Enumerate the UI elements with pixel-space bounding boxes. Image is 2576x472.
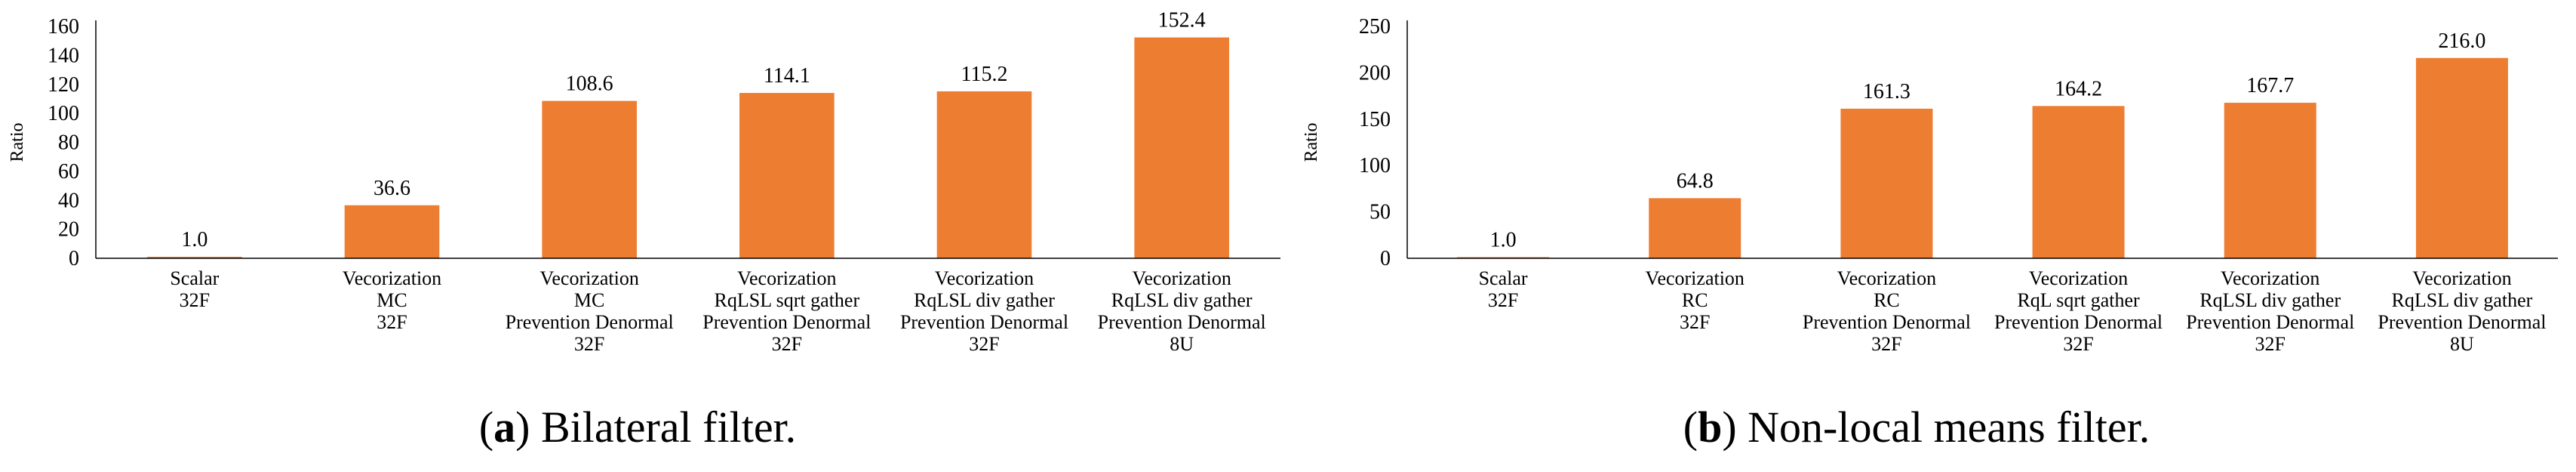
caption-b: (b) Non-local means filter. xyxy=(1683,403,2150,452)
bar xyxy=(344,205,440,258)
chart-bilateral-filter: 0 20 40 60 80 100 120 140 160 Ratio 1.0 Scalar 32F 36… xyxy=(8,9,1280,355)
data-label: 114.1 xyxy=(764,64,810,88)
bar xyxy=(1134,37,1229,259)
bar xyxy=(1649,198,1741,258)
category-label: Vecorization RqLSL sqrt gather Prevention … xyxy=(702,267,871,355)
data-label: 161.3 xyxy=(1863,80,1910,103)
caption-a-text: Bilateral filter. xyxy=(541,403,796,452)
y-tick-label: 80 xyxy=(58,131,79,155)
caption-a-letter: a xyxy=(493,403,515,452)
data-label: 152.4 xyxy=(1158,9,1206,32)
data-label: 36.6 xyxy=(373,177,410,200)
data-label: 64.8 xyxy=(1677,169,1714,193)
category-label: Vecorization RC Prevention Denormal 32F xyxy=(1803,267,1971,355)
data-label: 167.7 xyxy=(2246,74,2294,97)
y-tick-label: 60 xyxy=(58,160,79,184)
y-tick-label: 140 xyxy=(48,44,79,67)
y-axis-title: Ratio xyxy=(1302,123,1321,162)
caption-b-text: Non-local means filter. xyxy=(1748,403,2150,452)
data-label: 1.0 xyxy=(181,228,207,251)
category-label: Vecorization RqLSL div gather Prevention D… xyxy=(900,267,1068,355)
bar xyxy=(147,257,242,258)
caption-b-letter: b xyxy=(1698,403,1722,452)
category-label: Scalar 32F xyxy=(1479,267,1528,311)
y-tick-label: 0 xyxy=(1380,247,1391,270)
y-axis-title: Ratio xyxy=(8,123,27,162)
bar xyxy=(2224,103,2316,258)
data-label: 115.2 xyxy=(961,63,1008,86)
y-tick-label: 250 xyxy=(1359,15,1391,39)
category-label: Vecorization RqLSL div gather Prevention D… xyxy=(2378,267,2546,355)
y-tick-label: 20 xyxy=(58,218,79,242)
y-tick-label: 160 xyxy=(48,15,79,39)
data-label: 164.2 xyxy=(2055,77,2102,100)
bar xyxy=(2415,57,2508,258)
bar xyxy=(2032,106,2125,258)
y-tick-label: 100 xyxy=(48,102,79,125)
chart-non-local-means-filter: 0 50 100 150 200 250 Ratio 1.0 Scalar 32F 64.8 Veco… xyxy=(1302,15,2558,355)
category-label: Vecorization MC Prevention Denormal 32F xyxy=(506,267,674,355)
bar xyxy=(1840,108,1933,258)
data-label: 108.6 xyxy=(566,72,613,96)
bar xyxy=(542,100,637,258)
bar xyxy=(739,93,835,259)
bar xyxy=(936,91,1032,259)
y-tick-label: 200 xyxy=(1359,61,1391,85)
y-tick-label: 40 xyxy=(58,189,79,212)
y-tick-label: 120 xyxy=(48,73,79,97)
category-label: Vecorization RqLSL div gather Prevention D… xyxy=(1098,267,1266,355)
category-label: Vecorization MC 32F xyxy=(343,267,441,333)
category-label: Scalar 32F xyxy=(170,267,219,311)
caption-a: (a) Bilateral filter. xyxy=(479,403,796,452)
category-label: Vecorization RqL sqrt gather Prevention De… xyxy=(1994,267,2163,355)
y-tick-label: 100 xyxy=(1359,154,1391,177)
category-label: Vecorization RC 32F xyxy=(1646,267,1744,333)
data-label: 216.0 xyxy=(2438,29,2485,53)
y-tick-label: 50 xyxy=(1369,201,1391,224)
y-tick-label: 0 xyxy=(69,247,79,270)
category-label: Vecorization RqLSL div gather Prevention D… xyxy=(2186,267,2354,355)
data-label: 1.0 xyxy=(1490,229,1517,252)
y-tick-label: 150 xyxy=(1359,108,1391,131)
